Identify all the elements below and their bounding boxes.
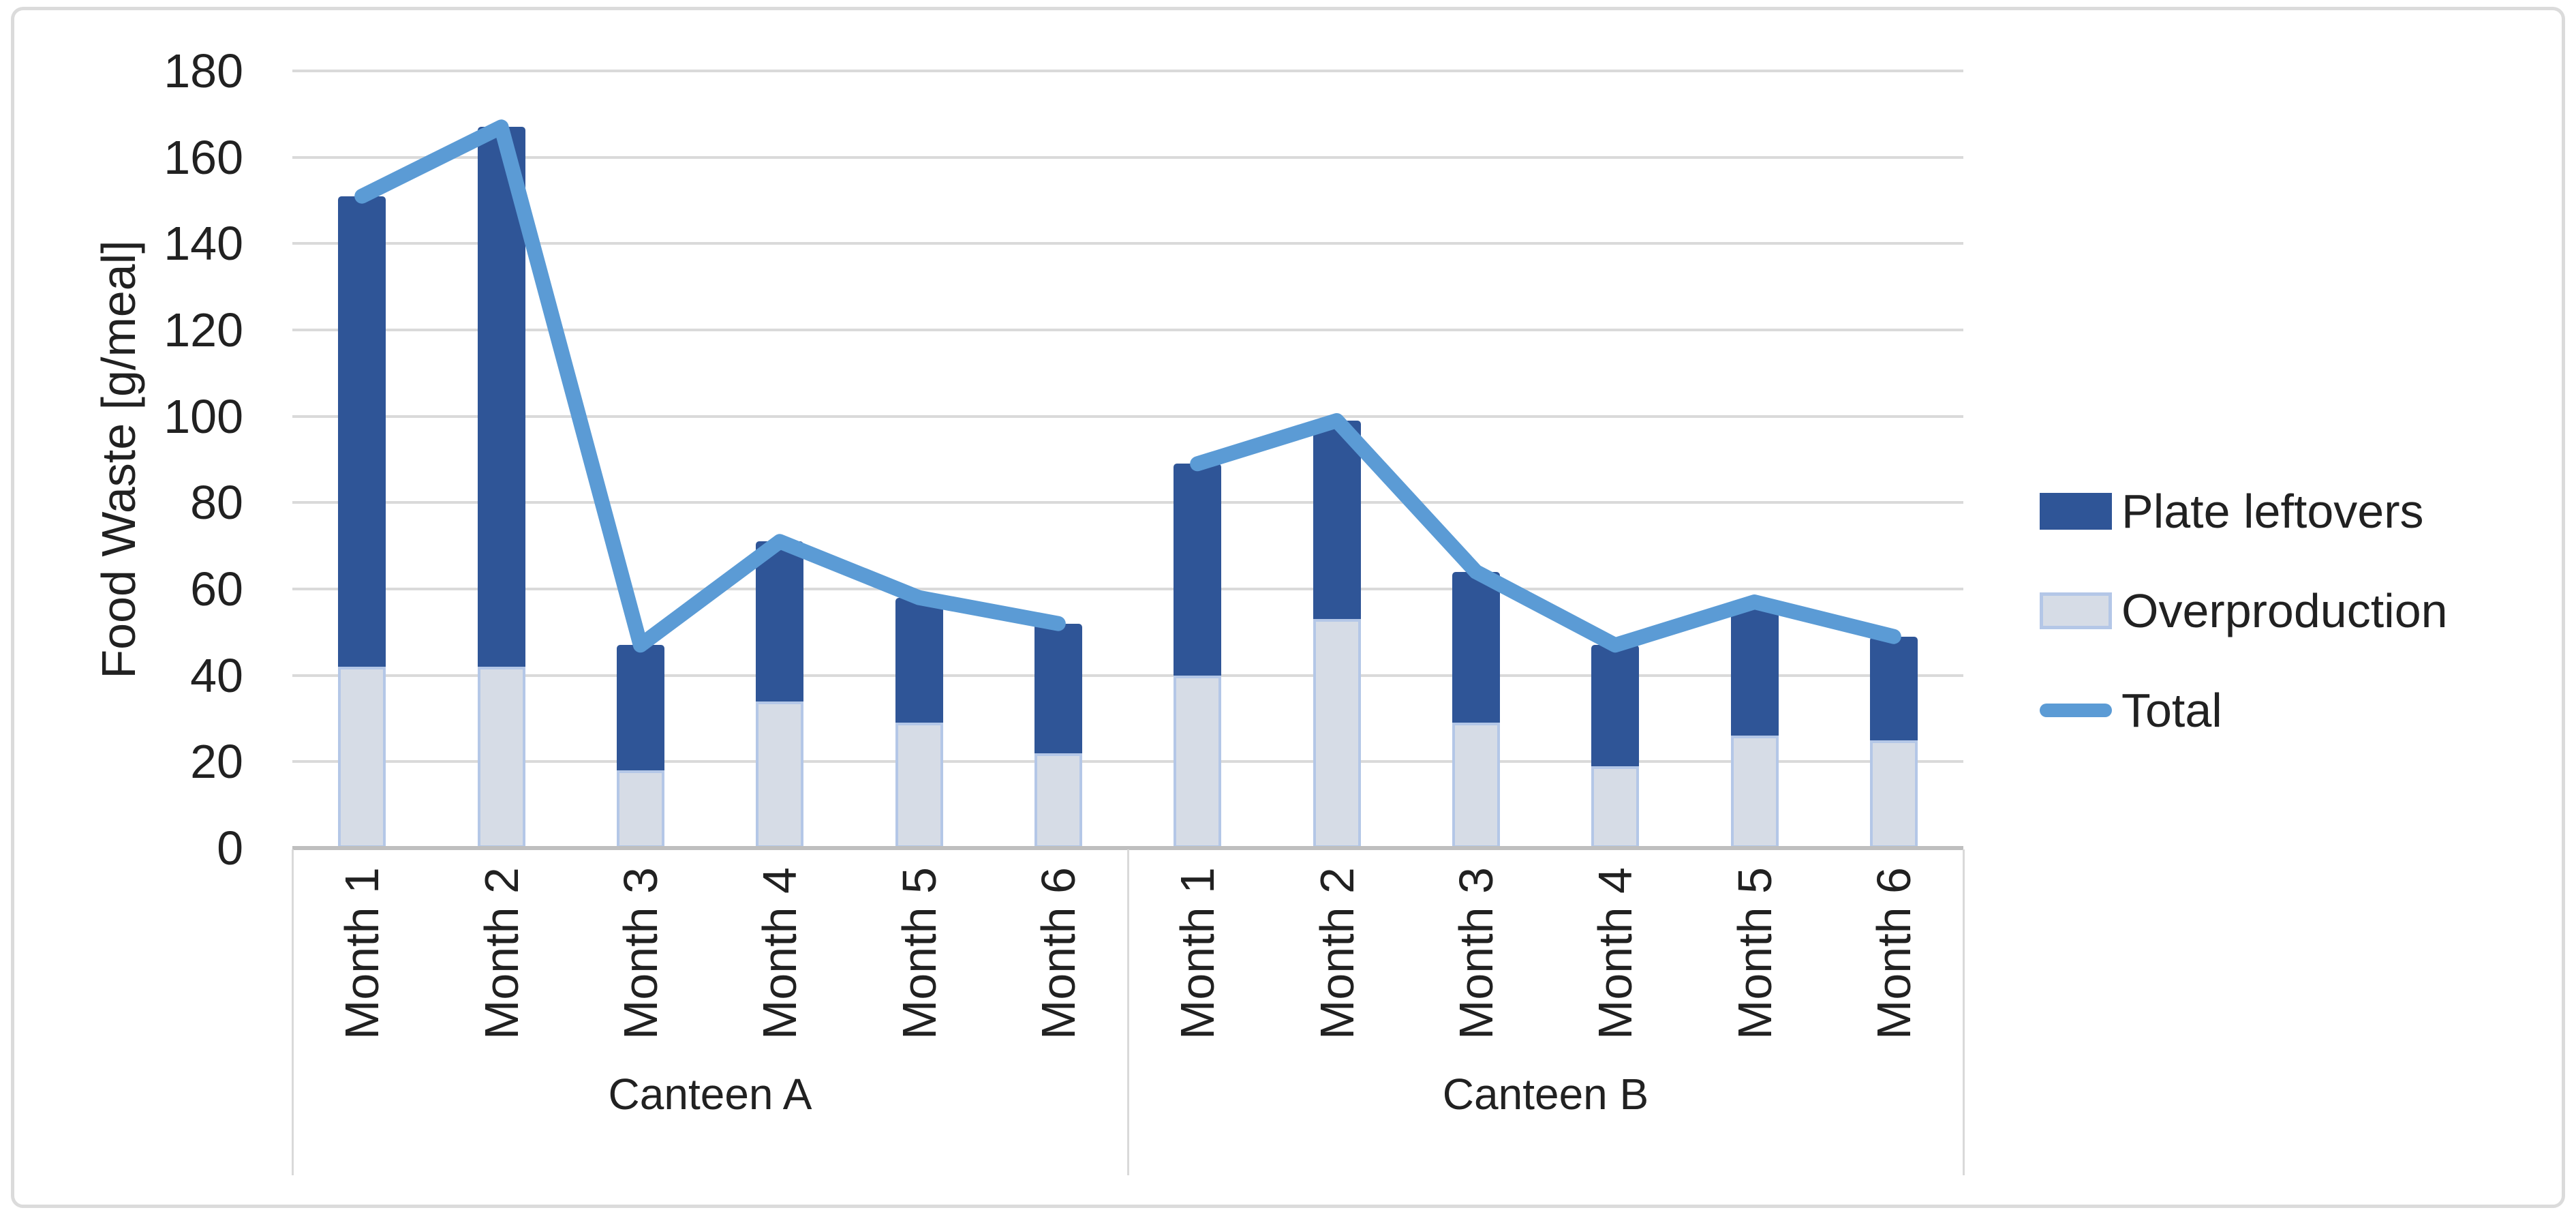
gridline-160 [292,155,1963,159]
legend-item-overproduction: Overproduction [2040,580,2448,641]
legend-label: Plate leftovers [2121,485,2424,538]
y-tick-label-80: 80 [190,476,243,530]
bar-overproduction-canteen-a-m5 [895,723,943,848]
y-tick-label-100: 100 [164,389,243,443]
bar-plate-leftovers-canteen-b-m4 [1591,645,1640,766]
gridline-60 [292,588,1963,590]
bar-overproduction-canteen-b-m3 [1452,723,1500,848]
legend-swatch-bar-dark [2040,493,2112,530]
y-tick-label-140: 140 [164,217,243,271]
bar-overproduction-canteen-a-m3 [616,770,664,848]
bar-plate-leftovers-canteen-a-m4 [756,541,804,701]
bar-overproduction-canteen-a-m6 [1034,753,1082,848]
legend: Plate leftovers Overproduction Total [2040,481,2448,741]
bar-plate-leftovers-canteen-a-m2 [477,127,525,667]
gridline-40 [292,674,1963,677]
group-label-canteen-b: Canteen B [1442,1070,1649,1119]
x-label-canteen-b-m6: Month 6 [1867,867,1920,1040]
y-tick-label-40: 40 [190,648,243,702]
y-axis-title: Food Waste [g/meal] [92,71,145,848]
total-line-canteen-a [354,119,1066,653]
group-label-canteen-a: Canteen A [608,1070,812,1119]
x-label-canteen-b-m4: Month 4 [1589,867,1642,1040]
y-axis-title-text: Food Waste [g/meal] [92,240,145,679]
legend-label: Total [2121,684,2222,737]
gridline-180 [292,70,1963,72]
group-divider-1 [1126,849,1129,1175]
bar-overproduction-canteen-a-m2 [477,667,525,848]
x-label-canteen-a-m2: Month 2 [474,867,528,1040]
bar-plate-leftovers-canteen-b-m3 [1452,571,1500,723]
x-label-canteen-b-m5: Month 5 [1728,867,1781,1040]
bar-plate-leftovers-canteen-a-m1 [338,196,386,667]
group-divider-0 [291,849,294,1175]
gridline-140 [292,242,1963,245]
x-label-canteen-a-m3: Month 3 [613,867,667,1040]
bar-overproduction-canteen-a-m1 [338,667,386,848]
bar-plate-leftovers-canteen-b-m1 [1174,464,1222,676]
x-axis-line [292,846,1963,850]
y-tick-label-120: 120 [164,303,243,357]
gridline-80 [292,501,1963,504]
plot-area [292,70,1963,850]
group-divider-2 [1962,849,1965,1175]
legend-swatch-line [2040,704,2112,717]
bar-plate-leftovers-canteen-b-m6 [1869,636,1918,740]
bar-overproduction-canteen-b-m2 [1313,619,1361,848]
gridline-20 [292,760,1963,764]
bar-plate-leftovers-canteen-a-m5 [895,597,943,723]
y-tick-label-160: 160 [164,130,243,184]
bar-overproduction-canteen-b-m1 [1174,675,1222,848]
bar-plate-leftovers-canteen-a-m6 [1034,623,1082,753]
x-label-canteen-b-m3: Month 3 [1449,867,1503,1040]
legend-label: Overproduction [2121,584,2448,637]
x-label-canteen-b-m1: Month 1 [1171,867,1225,1040]
total-line [354,119,1901,653]
x-label-canteen-a-m6: Month 6 [1031,867,1085,1040]
bar-overproduction-canteen-b-m5 [1730,736,1779,848]
legend-item-plate-leftovers: Plate leftovers [2040,481,2448,542]
total-line-canteen-b [1190,413,1901,653]
y-tick-label-180: 180 [164,44,243,97]
legend-swatch-bar-light [2040,592,2112,629]
bar-overproduction-canteen-b-m6 [1869,740,1918,848]
legend-item-total: Total [2040,680,2448,741]
y-tick-label-20: 20 [190,735,243,789]
x-label-canteen-a-m4: Month 4 [753,867,807,1040]
y-tick-label-0: 0 [217,821,243,875]
x-label-canteen-b-m2: Month 2 [1310,867,1364,1040]
bar-plate-leftovers-canteen-b-m2 [1313,421,1361,620]
gridline-120 [292,329,1963,331]
x-label-canteen-a-m1: Month 1 [335,867,389,1040]
bar-plate-leftovers-canteen-a-m3 [616,645,664,770]
y-tick-label-60: 60 [190,562,243,616]
gridline-100 [292,414,1963,418]
chart-outer-border [11,7,2565,1208]
x-label-canteen-a-m5: Month 5 [892,867,946,1040]
bar-plate-leftovers-canteen-b-m5 [1730,602,1779,736]
